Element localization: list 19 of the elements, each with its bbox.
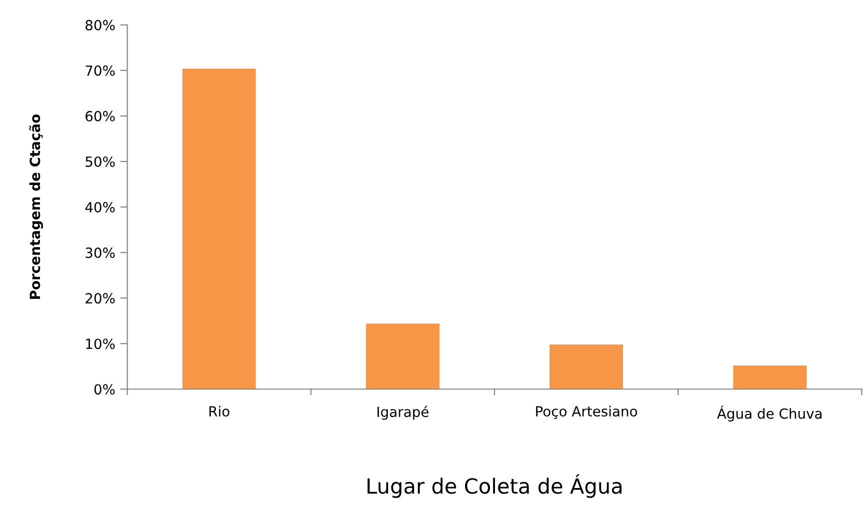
y-tick-label: 10% bbox=[86, 338, 115, 350]
x-tick-label: Água de Chuva bbox=[717, 406, 822, 422]
x-axis-title: Lugar de Coleta de Água bbox=[368, 474, 622, 498]
x-tick-label: Rio bbox=[209, 406, 230, 417]
bar bbox=[550, 344, 623, 390]
y-tick-label: 30% bbox=[86, 248, 115, 258]
x-tick-label: Igarapé bbox=[378, 406, 428, 420]
bar bbox=[182, 68, 256, 390]
y-tick-label: 0% bbox=[94, 384, 115, 395]
y-tick-label: 60% bbox=[86, 110, 115, 122]
bar bbox=[733, 365, 807, 390]
y-tick-label: 40% bbox=[85, 202, 115, 212]
y-axis-title: Porcentagem de Ctação bbox=[29, 114, 43, 299]
x-tick-label: Poço Artesiano bbox=[536, 406, 638, 420]
y-tick-label: 80% bbox=[86, 20, 115, 30]
y-tick-label: 70% bbox=[86, 65, 115, 76]
y-tick-label: 50% bbox=[86, 156, 115, 167]
y-tick-label: 20% bbox=[86, 293, 115, 304]
bar bbox=[366, 324, 440, 390]
